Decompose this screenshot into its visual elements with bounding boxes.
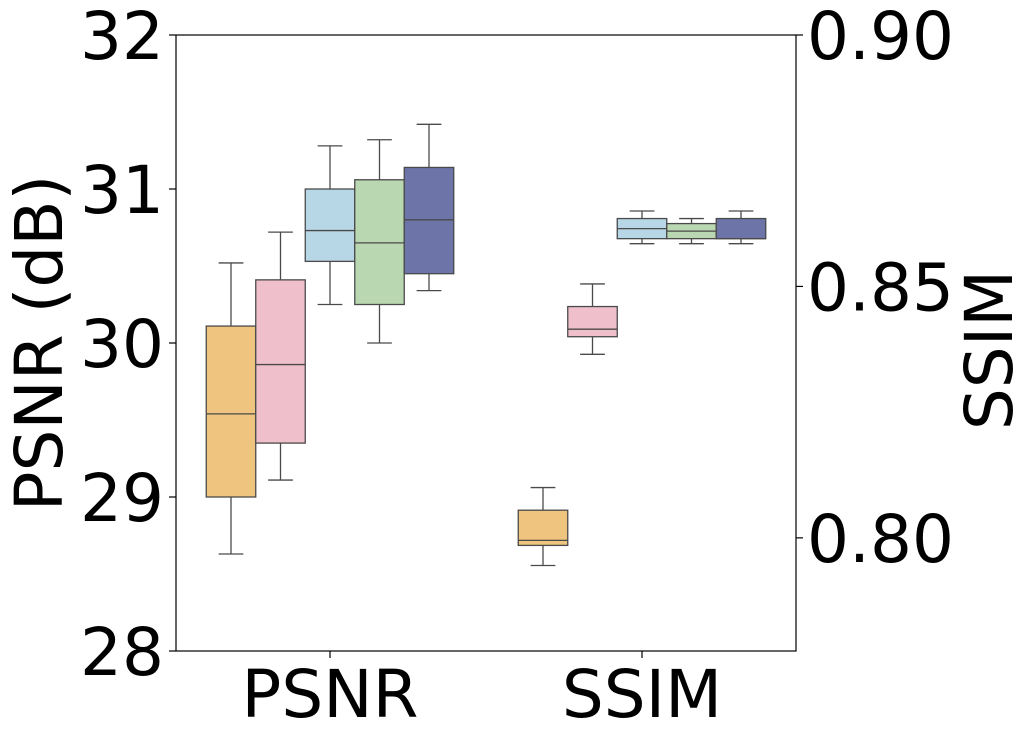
box-psnr-2	[255, 231, 306, 481]
box-iqr	[517, 509, 569, 547]
left-axis-ticks: 28 29 30 31 32	[80, 0, 176, 691]
box-psnr-3	[304, 145, 356, 306]
box-iqr	[567, 305, 618, 338]
box-iqr	[403, 166, 455, 275]
left-axis-label: PSNR (dB)	[1, 175, 78, 512]
box-ssim-2	[567, 283, 618, 355]
right-tick-label: 0.80	[807, 501, 954, 578]
right-tick-label: 0.85	[807, 249, 954, 326]
box-ssim-3	[616, 210, 668, 245]
box-iqr	[715, 217, 767, 240]
left-tick-label: 31	[80, 152, 164, 229]
x-tick-label: PSNR	[242, 656, 419, 733]
box-psnr-1	[205, 262, 257, 555]
left-tick-label: 32	[80, 0, 164, 75]
left-tick-label: 28	[80, 614, 164, 691]
box-psnr-4	[354, 139, 405, 344]
box-iqr	[304, 188, 356, 263]
box-iqr	[205, 325, 257, 498]
x-tick-label: SSIM	[562, 656, 722, 733]
right-axis-label: SSIM	[951, 270, 1028, 430]
x-axis-ticks: PSNR SSIM	[242, 651, 722, 733]
box-ssim-5	[715, 210, 767, 245]
boxes-layer	[205, 123, 767, 567]
right-axis-ticks: 0.80 0.85 0.90	[796, 0, 954, 578]
box-iqr	[354, 179, 405, 306]
box-psnr-5	[403, 123, 455, 292]
left-tick-label: 29	[80, 460, 164, 537]
box-ssim-4	[666, 217, 717, 245]
box-iqr	[255, 279, 306, 444]
box-ssim-1	[517, 486, 569, 567]
right-tick-label: 0.90	[807, 0, 954, 75]
left-tick-label: 30	[80, 306, 164, 383]
